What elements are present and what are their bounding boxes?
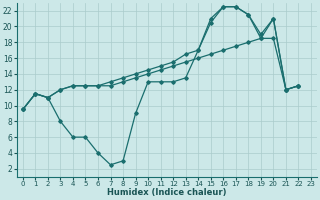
X-axis label: Humidex (Indice chaleur): Humidex (Indice chaleur)	[107, 188, 227, 197]
